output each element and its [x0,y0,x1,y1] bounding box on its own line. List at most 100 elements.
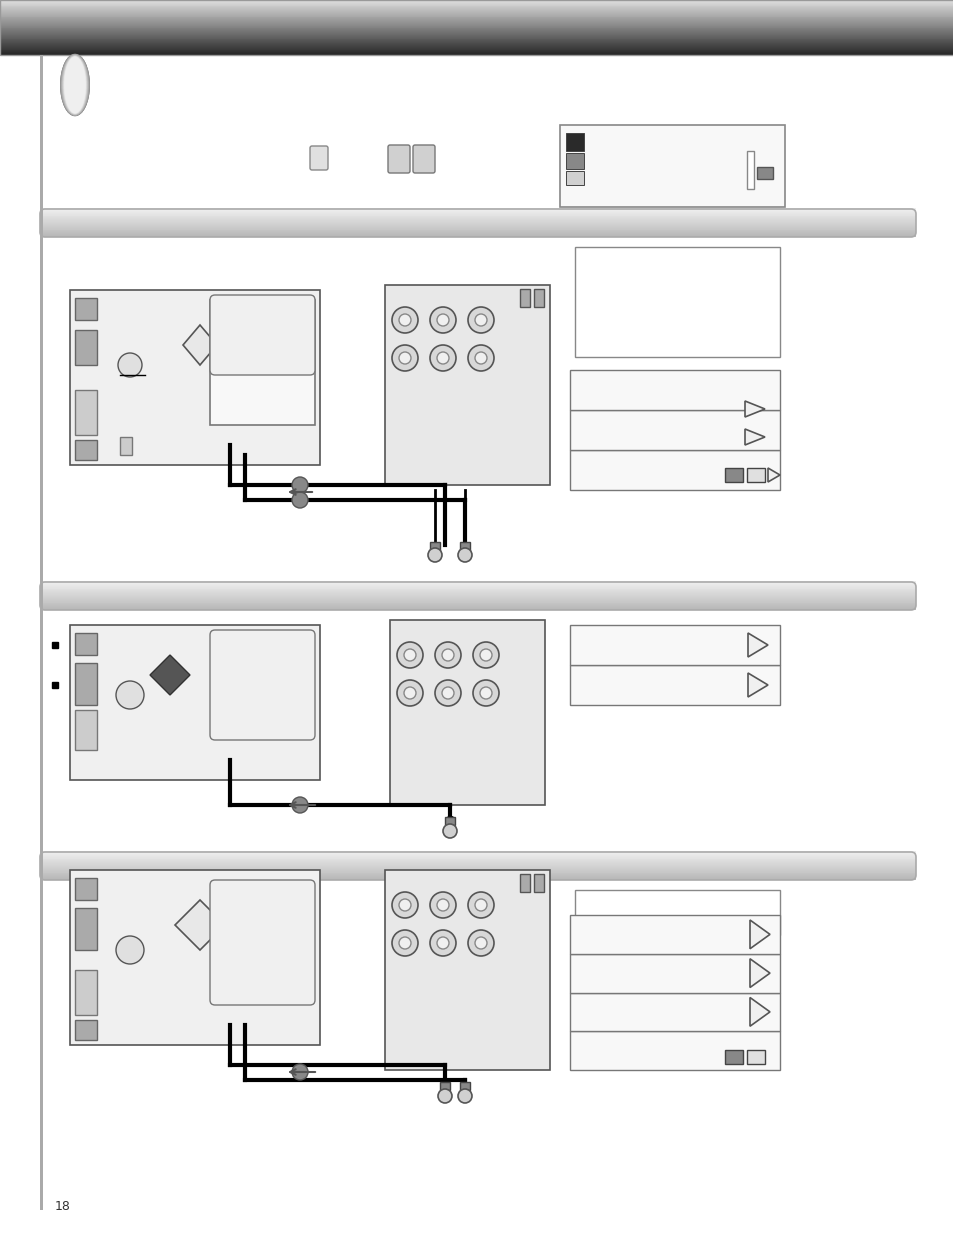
Bar [519,874,530,892]
Bar [40,858,915,861]
Bar [0,43,953,44]
Bar [40,856,915,857]
Circle shape [479,687,492,699]
Circle shape [475,352,486,364]
Bar [40,231,915,233]
Bar [40,873,915,876]
Circle shape [436,314,449,326]
Bar [40,873,915,874]
Bar [0,5,953,6]
Bar [40,605,915,608]
Bar [40,233,915,235]
Bar [40,862,915,864]
Bar [40,216,915,219]
Bar [40,864,915,866]
Bar [40,872,915,873]
Bar [40,866,915,868]
Bar [565,133,583,151]
Bar [569,450,780,490]
Circle shape [468,308,494,333]
Bar [0,38,953,41]
Bar [75,878,97,900]
Bar [0,12,953,15]
Bar [40,219,915,220]
Bar [40,228,915,231]
Bar [40,595,915,597]
Bar [0,44,953,47]
Bar [569,993,780,1031]
Bar [385,285,550,485]
Bar [390,620,544,805]
Bar [0,30,953,31]
Polygon shape [749,920,769,948]
Bar [40,217,915,220]
Bar [40,858,915,860]
FancyBboxPatch shape [310,146,328,170]
FancyBboxPatch shape [388,144,410,173]
Bar [40,227,915,228]
Bar [0,25,953,27]
Circle shape [473,680,498,706]
Bar [40,606,915,608]
Bar [0,23,953,25]
Circle shape [430,308,456,333]
Bar [0,10,953,12]
Circle shape [435,680,460,706]
Bar [0,37,953,38]
Bar [40,604,915,605]
Polygon shape [747,673,767,697]
Circle shape [403,687,416,699]
Bar [40,593,915,595]
Bar [0,42,953,44]
Bar [430,542,439,550]
Ellipse shape [61,54,89,115]
Circle shape [475,899,486,911]
Bar [0,2,953,5]
Bar [0,51,953,52]
Bar [569,1031,780,1070]
Bar [0,11,953,12]
Bar [40,598,915,600]
Bar [565,170,583,185]
Circle shape [441,687,454,699]
Bar [0,40,953,41]
Bar [40,874,915,877]
Circle shape [457,1089,472,1103]
Bar [40,235,915,236]
Circle shape [430,345,456,370]
Bar [40,582,915,584]
Circle shape [468,345,494,370]
Bar [569,915,780,953]
Ellipse shape [61,54,89,116]
Bar [0,14,953,16]
Bar [565,153,583,169]
Bar [0,19,953,20]
Bar [0,4,953,5]
Bar [0,41,953,43]
Bar [0,48,953,51]
Bar [40,584,915,585]
Polygon shape [225,905,265,945]
Bar [40,862,915,863]
Bar [40,214,915,216]
Ellipse shape [60,54,90,116]
Ellipse shape [62,56,88,115]
Bar [70,869,319,1045]
Bar [40,590,915,593]
Bar [40,853,915,855]
Bar [40,603,915,604]
Bar [40,587,915,589]
Bar [40,597,915,599]
Bar [40,594,915,597]
Bar [575,890,780,935]
Bar [746,468,764,482]
Bar [40,878,915,881]
Ellipse shape [63,56,87,114]
Bar [70,290,319,466]
Ellipse shape [60,54,90,116]
Bar [75,634,97,655]
Bar [0,20,953,22]
Bar [75,1020,97,1040]
Ellipse shape [64,57,86,114]
Bar [40,212,915,214]
